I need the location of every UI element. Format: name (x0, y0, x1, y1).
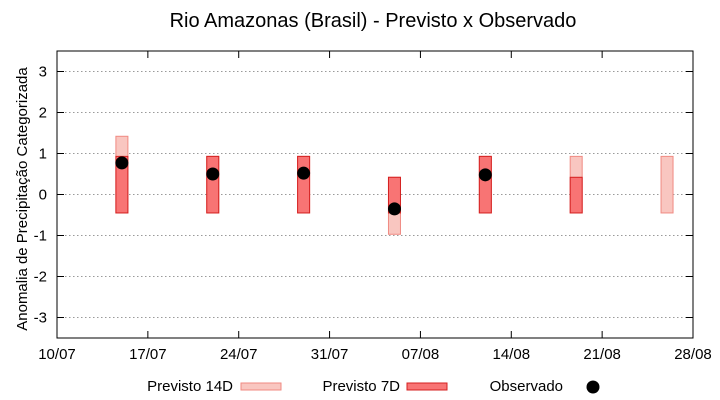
y-tick-label: -1 (34, 228, 47, 245)
y-axis: 3 2 1 0 -1 -2 -3 (34, 64, 693, 327)
y-tick-label: 2 (39, 105, 47, 122)
legend-swatch (240, 382, 282, 391)
chart-title: Rio Amazonas (Brasil) - Previsto x Obser… (170, 10, 577, 32)
legend-label: Previsto 14D (147, 378, 233, 395)
point-observado (387, 202, 401, 216)
x-tick-label: 28/08 (674, 346, 712, 363)
y-axis-label: Anomalia de Precipitação Categorizada (14, 67, 31, 331)
x-tick-label: 14/08 (493, 346, 531, 363)
y-tick-label: 1 (39, 146, 47, 163)
point-observado (478, 168, 492, 182)
point-observado (115, 156, 129, 170)
legend-label: Previsto 7D (322, 378, 400, 395)
bar-previsto-7d (115, 155, 129, 214)
range-bars (115, 135, 674, 235)
y-tick-label: -3 (34, 310, 47, 327)
y-tick-label: 3 (39, 64, 47, 81)
x-tick-label: 10/07 (38, 346, 76, 363)
legend-swatch (406, 382, 448, 391)
legend-marker (586, 380, 600, 394)
x-tick-label: 24/07 (220, 346, 258, 363)
bar-previsto-7d (297, 155, 311, 214)
bar-previsto-7d (478, 155, 492, 214)
x-tick-label: 17/07 (129, 346, 167, 363)
bar-previsto-7d (569, 176, 583, 214)
point-observado (297, 166, 311, 180)
y-tick-label: -2 (34, 269, 47, 286)
y-tick-label: 0 (39, 187, 47, 204)
observed-points (115, 156, 492, 216)
grid-lines (57, 71, 693, 318)
x-axis: 10/07 17/07 24/07 31/07 07/08 14/08 21/08 28/08 (38, 51, 712, 363)
bar-previsto-7d (206, 155, 220, 214)
x-tick-label: 31/07 (311, 346, 349, 363)
x-tick-label: 21/08 (583, 346, 621, 363)
x-tick-label: 07/08 (402, 346, 440, 363)
legend: Previsto 14D Previsto 7D Observado (147, 378, 600, 395)
point-observado (206, 167, 220, 181)
legend-label: Observado (490, 378, 563, 395)
bar-previsto-14d (660, 155, 674, 214)
